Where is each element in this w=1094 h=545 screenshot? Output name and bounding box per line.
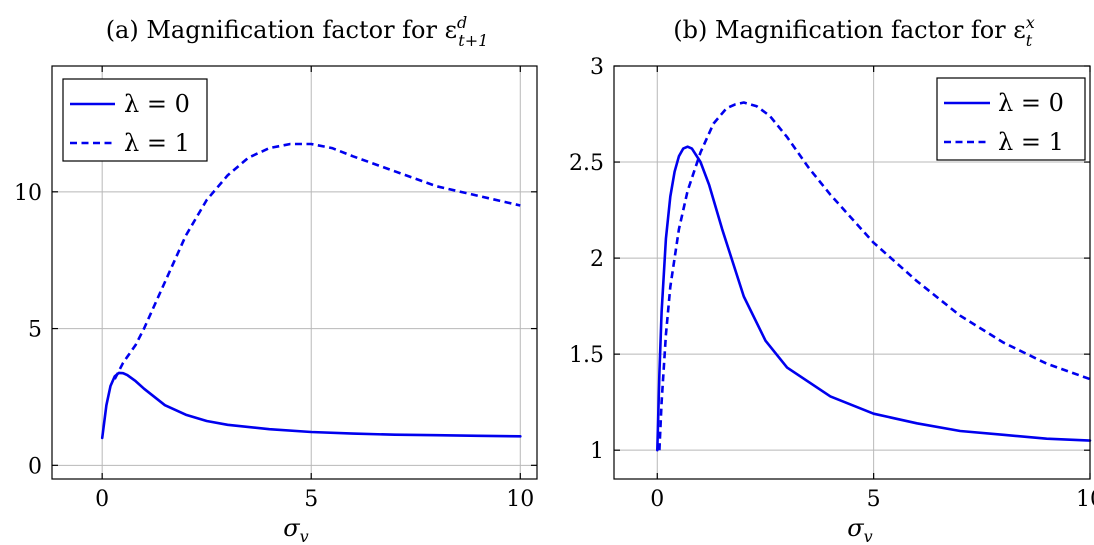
a-y-tick-label: 5	[28, 318, 42, 343]
a-series-line-0	[100, 371, 522, 440]
chart-a-gridlines	[52, 66, 537, 479]
b-series-line-0	[656, 145, 1092, 452]
chart-a-ticks: 0 5 10 0 5 10	[14, 66, 537, 512]
chart-b-legend-label-0: λ = 0	[998, 89, 1064, 117]
b-x-tick-label: 10	[1076, 487, 1094, 512]
chart-a-plot-frame	[51, 65, 538, 480]
a-x-tick-label: 5	[304, 487, 318, 512]
chart-b-legend-box	[936, 77, 1086, 161]
chart-a: (a) Magnification factor for εd t+1 0 5 100…	[14, 13, 538, 545]
chart-a-legend-label-0: λ = 0	[124, 90, 190, 118]
b-y-tick-label: 3	[590, 55, 604, 80]
a-y-tick-label: 10	[14, 181, 42, 206]
chart-a-legend-label-1: λ = 1	[124, 129, 190, 157]
a-series-line-1	[113, 142, 521, 380]
chart-a-title: (a) Magnification factor for εd t+1	[106, 13, 489, 50]
chart-a-legend: λ = 0 λ = 1	[62, 78, 208, 162]
chart-b-legend-label-1: λ = 1	[998, 128, 1064, 156]
chart-a-series-lines	[100, 142, 522, 440]
chart-a-legend-box	[62, 78, 208, 162]
b-y-tick-label: 2	[590, 247, 604, 272]
chart-b-ticks: 0 5 10 1 1.5 2 2.5 3	[569, 55, 1094, 512]
a-x-tick-label: 0	[95, 487, 109, 512]
chart-a-x-axis-label: σv	[283, 514, 308, 545]
chart-b-plot-frame	[613, 65, 1091, 480]
a-x-tick-label: 10	[506, 487, 534, 512]
b-y-tick-label: 2.5	[569, 151, 604, 176]
a-y-tick-label: 0	[28, 454, 42, 479]
chart-b-series-lines	[656, 101, 1092, 452]
b-y-tick-label: 1.5	[569, 343, 604, 368]
b-x-tick-label: 5	[867, 487, 881, 512]
b-y-tick-label: 1	[590, 439, 604, 464]
chart-b-legend: λ = 0 λ = 1	[936, 77, 1086, 161]
b-x-tick-label: 0	[650, 487, 664, 512]
chart-b: (b) Magnification factor for εxt 0 5 10 1 1.…	[569, 13, 1094, 545]
chart-b-title: (b) Magnification factor for εx t	[673, 13, 1034, 50]
chart-b-x-axis-label: σv	[847, 514, 872, 545]
